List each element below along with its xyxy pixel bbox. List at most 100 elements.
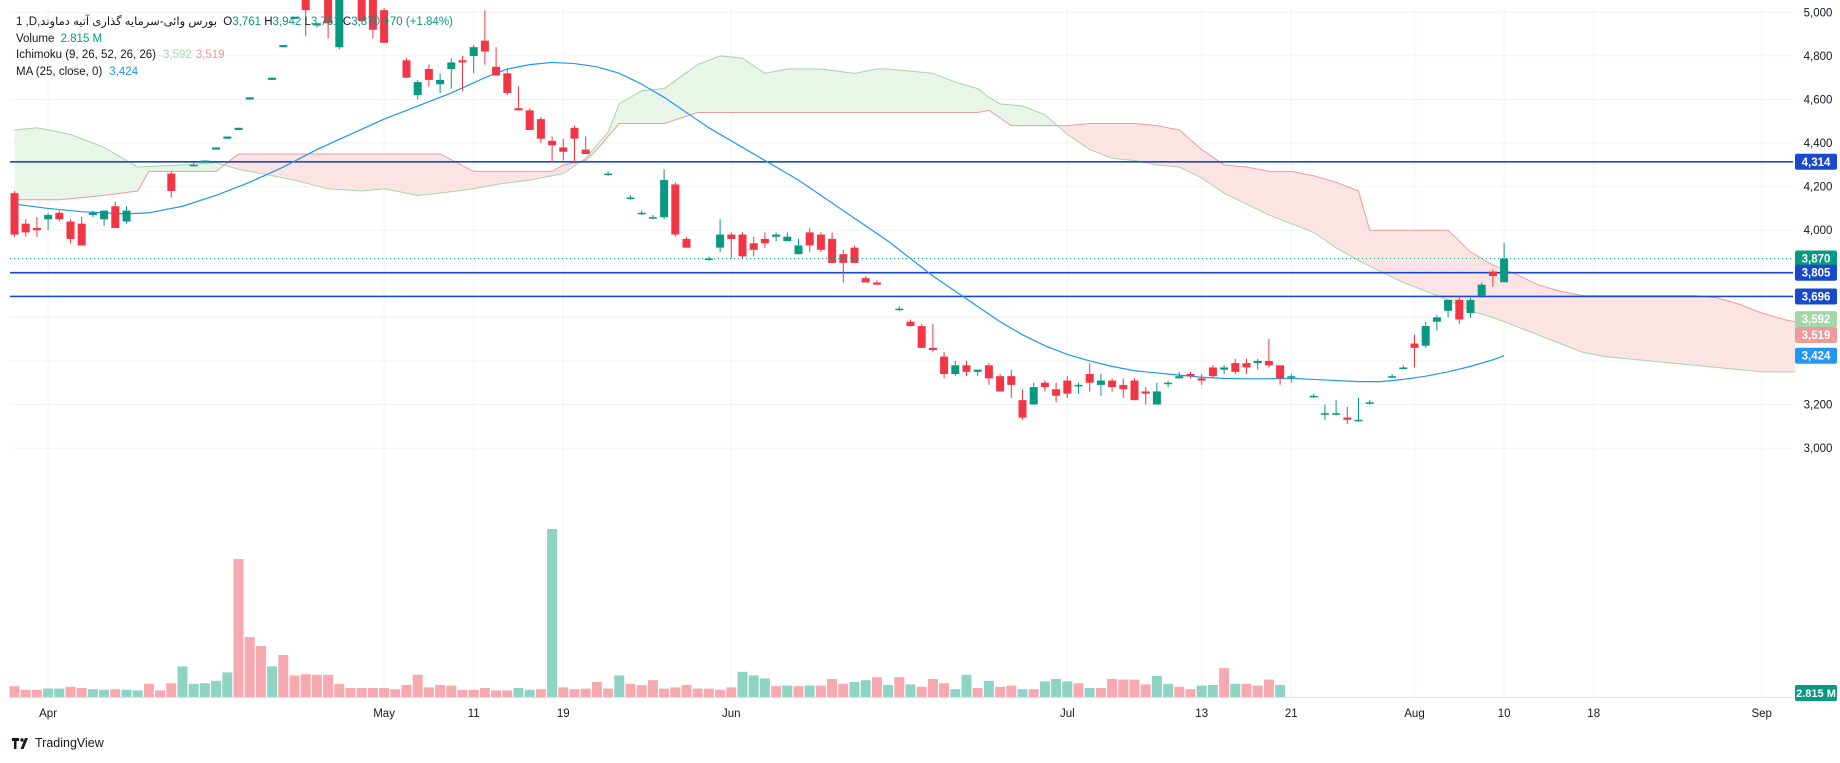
volume-bar bbox=[345, 688, 356, 697]
candle bbox=[1197, 374, 1206, 385]
volume-bar bbox=[1062, 681, 1073, 697]
candle bbox=[1242, 358, 1251, 375]
candle bbox=[167, 171, 176, 198]
volume-label-text: 2.815 M bbox=[1796, 688, 1836, 700]
price-axis[interactable]: 5,2005,0004,8004,6004,4004,2004,0003,800… bbox=[1804, 0, 1833, 455]
volume-bar bbox=[1039, 681, 1050, 697]
candle-body bbox=[861, 278, 870, 283]
price-label: 3,805 bbox=[1795, 264, 1837, 281]
y-tick-label: 3,000 bbox=[1804, 443, 1833, 455]
candle-body bbox=[973, 369, 982, 372]
volume-bar bbox=[927, 679, 938, 697]
volume-bar bbox=[625, 683, 636, 697]
candle bbox=[1029, 382, 1038, 405]
tradingview-logo[interactable]: TradingView bbox=[12, 736, 104, 750]
x-tick-label: 19 bbox=[557, 708, 570, 720]
candle-body bbox=[402, 60, 411, 78]
candle-body bbox=[1276, 365, 1285, 379]
candle-body bbox=[55, 212, 64, 220]
open-value: 3,761 bbox=[232, 16, 261, 28]
symbol-name[interactable]: 1 ,D,بورس وائی-سرمایه گذاری آتیه دماوند bbox=[16, 16, 218, 28]
candle bbox=[805, 228, 814, 252]
candle-body bbox=[290, 16, 299, 19]
volume-bar bbox=[177, 666, 188, 697]
volume-bar bbox=[916, 686, 927, 697]
candle bbox=[447, 58, 456, 89]
candle bbox=[111, 201, 120, 229]
volume-bar bbox=[1185, 689, 1196, 697]
candle-body bbox=[1354, 419, 1363, 422]
candle-body bbox=[984, 365, 993, 379]
candle bbox=[1488, 269, 1497, 287]
ma-row[interactable]: MA (25, close, 0) 3,424 bbox=[16, 64, 453, 81]
chart-grid bbox=[10, 8, 1793, 698]
volume-bar bbox=[1084, 688, 1095, 697]
candle bbox=[570, 125, 579, 163]
volume-bar bbox=[1129, 679, 1140, 697]
volume-bar bbox=[222, 672, 233, 697]
x-tick-label: 11 bbox=[468, 708, 480, 720]
candle-body bbox=[1007, 376, 1016, 385]
volume-bar bbox=[367, 688, 378, 697]
volume-bar bbox=[726, 687, 737, 697]
candle bbox=[973, 369, 982, 377]
volume-bar bbox=[1095, 688, 1106, 697]
volume-bar bbox=[188, 683, 199, 697]
candle bbox=[1074, 382, 1083, 394]
price-label: 3,592 bbox=[1795, 311, 1837, 328]
candle-body bbox=[536, 119, 545, 139]
candle-body bbox=[559, 147, 568, 152]
price-label-bg bbox=[1795, 327, 1837, 344]
volume-bar bbox=[771, 686, 782, 697]
volume-bar bbox=[379, 688, 390, 697]
ichimoku-span-b-value: 3,519 bbox=[195, 49, 225, 61]
candle-body bbox=[1108, 380, 1117, 388]
candle-body bbox=[525, 110, 534, 130]
candle bbox=[984, 363, 993, 385]
candle-body bbox=[469, 47, 478, 56]
candle bbox=[828, 232, 837, 263]
volume-row[interactable]: Volume 2.815 M bbox=[16, 31, 453, 48]
high-label: H bbox=[264, 16, 273, 28]
y-tick-label: 4,800 bbox=[1804, 51, 1833, 63]
volume-bar bbox=[65, 686, 76, 697]
volume-bar bbox=[804, 685, 815, 697]
candle bbox=[1040, 380, 1049, 392]
time-axis[interactable]: AprMay1119JunJul1321Aug1018Sep1321Oct111… bbox=[39, 708, 1840, 720]
candle bbox=[716, 219, 725, 252]
volume-bar bbox=[950, 689, 961, 697]
candle bbox=[402, 58, 411, 78]
volume-bar bbox=[43, 688, 54, 697]
candle-body bbox=[1119, 384, 1128, 390]
candle bbox=[514, 86, 523, 111]
candles[interactable] bbox=[10, 0, 1509, 425]
x-tick-label: May bbox=[373, 708, 395, 720]
candle-body bbox=[1197, 378, 1206, 381]
horizontal-lines[interactable] bbox=[10, 160, 1793, 298]
candle bbox=[1231, 358, 1240, 375]
candle-body bbox=[951, 365, 960, 375]
candle-body bbox=[716, 234, 725, 248]
candle-body bbox=[88, 212, 97, 215]
candle bbox=[1007, 369, 1016, 398]
candle-body bbox=[100, 210, 109, 220]
candle bbox=[1444, 299, 1453, 318]
candle bbox=[536, 116, 545, 144]
volume-bar bbox=[782, 685, 793, 697]
candle-body bbox=[424, 68, 433, 80]
volume-bar bbox=[390, 689, 401, 697]
candle-body bbox=[760, 238, 769, 244]
y-tick-label: 4,000 bbox=[1804, 225, 1833, 237]
volume-bar bbox=[681, 685, 692, 697]
candle bbox=[458, 55, 467, 91]
candle bbox=[839, 249, 848, 283]
volume-bar bbox=[446, 685, 457, 697]
symbol-row[interactable]: 1 ,D,بورس وائی-سرمایه گذاری آتیه دماوند … bbox=[16, 14, 453, 31]
candle-body bbox=[872, 282, 881, 285]
candle bbox=[1410, 334, 1419, 368]
candle-body bbox=[1488, 271, 1497, 276]
price-label: 4,314 bbox=[1795, 153, 1837, 170]
ichimoku-row[interactable]: Ichimoku (9, 26, 52, 26, 26) 3,592 3,519 bbox=[16, 47, 453, 64]
candle bbox=[1152, 382, 1161, 405]
